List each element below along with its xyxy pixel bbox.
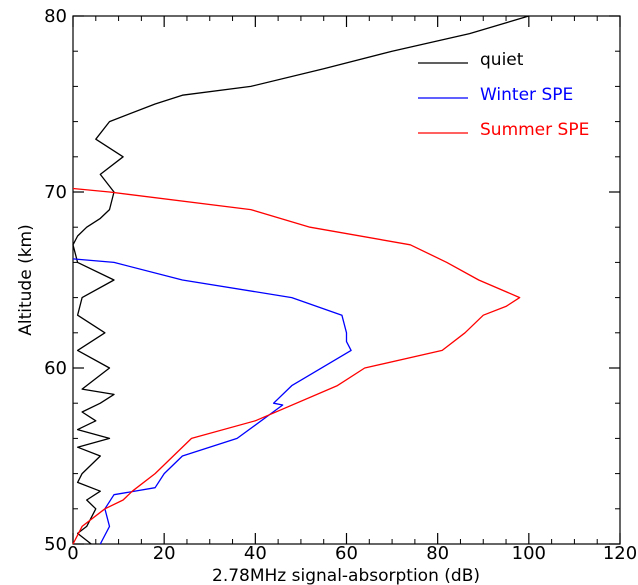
axis-ticks <box>72 15 621 545</box>
x-tick-label: 100 <box>512 543 546 564</box>
y-tick-label: 80 <box>44 6 67 27</box>
series-line-summer-spe <box>72 187 521 545</box>
legend: quiet Winter SPE Summer SPE <box>418 50 589 140</box>
series-lines <box>72 15 529 545</box>
series-line-quiet <box>72 15 529 545</box>
x-axis-title: 2.78MHz signal-absorption (dB) <box>212 566 480 585</box>
series-line-winter-spe <box>72 258 352 545</box>
legend-label: Winter SPE <box>480 85 573 105</box>
legend-label: quiet <box>480 50 524 70</box>
x-tick-label: 20 <box>153 543 176 564</box>
legend-label: Summer SPE <box>480 120 589 140</box>
y-tick-label: 50 <box>44 534 67 555</box>
axis-tick-labels: 0 20 40 60 80 100 120 50 60 70 80 <box>44 6 637 564</box>
y-tick-label: 60 <box>44 358 67 379</box>
x-tick-label: 0 <box>67 543 78 564</box>
y-axis-title: Altitude (km) <box>16 224 36 336</box>
x-tick-label: 40 <box>244 543 267 564</box>
x-tick-label: 120 <box>603 543 637 564</box>
y-tick-label: 70 <box>44 182 67 203</box>
x-tick-label: 60 <box>335 543 358 564</box>
x-tick-label: 80 <box>426 543 449 564</box>
